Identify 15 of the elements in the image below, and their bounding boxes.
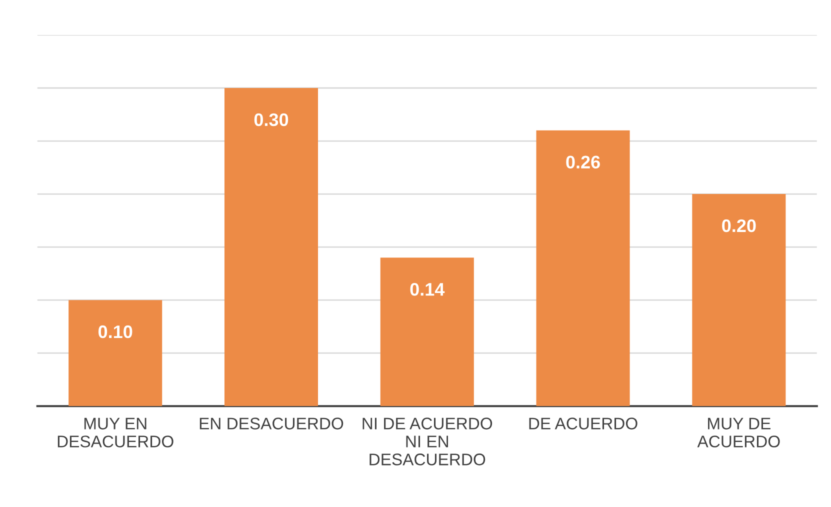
data-label: 0.26	[566, 156, 600, 169]
bar	[536, 130, 630, 406]
data-label: 0.10	[98, 325, 132, 338]
x-tick-label: EN DESACUERDO	[200, 418, 344, 430]
bar	[224, 88, 318, 406]
bar	[692, 194, 786, 406]
x-tick-label: MUY DE ACUERDO	[697, 418, 780, 448]
bar	[380, 258, 474, 406]
data-label: 0.20	[722, 219, 756, 232]
data-label: 0.30	[254, 113, 288, 126]
bar	[68, 300, 162, 406]
x-tick-label: MUY EN DESACUERDO	[58, 418, 174, 448]
data-label: 0.14	[410, 282, 445, 296]
x-tick-label: DE ACUERDO	[529, 418, 638, 430]
x-tick-label: NI DE ACUERDO NI EN DESACUERDO	[362, 418, 492, 466]
